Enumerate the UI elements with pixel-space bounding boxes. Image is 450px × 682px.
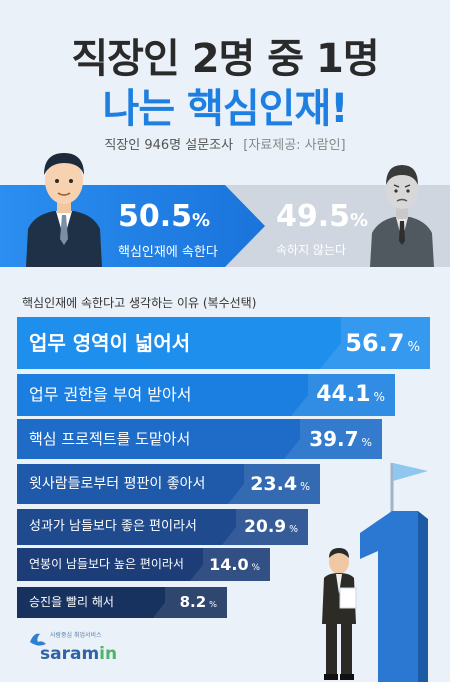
reason-bar-2: 업무 권한을 부여 받아서 44.1%: [17, 374, 395, 416]
reasons-title: 핵심인재에 속한다고 생각하는 이유 (복수선택): [22, 296, 257, 310]
reason-bar-tip: [284, 419, 382, 459]
reason-bar-tip: [222, 509, 308, 545]
reason-value-number: 56.7: [345, 329, 405, 357]
reason-bar-label: 업무 권한을 부여 받아서: [29, 385, 192, 404]
logo-brand: saramin: [40, 644, 117, 664]
source-note: [자료제공: 사람인]: [243, 138, 346, 153]
reason-value-number: 44.1: [316, 382, 371, 407]
reason-bar-1: 업무 영역이 넓어서 56.7%: [17, 317, 430, 369]
reason-bar-value: 8.2%: [180, 587, 217, 620]
reason-value-number: 23.4: [250, 473, 298, 495]
reason-bar-label: 연봉이 남들보다 높은 편이라서: [29, 557, 184, 571]
businessman-icon: [322, 548, 357, 680]
reason-bar-7: 승진을 빨리 해서 8.2%: [17, 587, 227, 618]
reason-bar-label: 업무 영역이 넓어서: [29, 331, 191, 355]
reason-bar-label: 핵심 프로젝트를 도맡아서: [29, 430, 191, 448]
logo-brand-suffix: in: [99, 644, 118, 664]
title-line-1: 직장인 2명 중 1명: [71, 36, 379, 82]
reason-bar-value: 39.7%: [309, 419, 372, 463]
logo-tagline: 사람중심 취업서비스: [50, 632, 102, 639]
reason-value-unit: %: [289, 524, 298, 535]
reason-bar-label: 윗사람들로부터 평판이 좋아서: [29, 476, 206, 492]
reason-bar-tip: [291, 374, 395, 416]
number-one-flag-illustration: [360, 463, 428, 682]
reason-bar-value: 44.1%: [316, 374, 385, 418]
reason-value-unit: %: [300, 481, 310, 493]
reason-bar-value: 20.9%: [244, 509, 298, 548]
reason-bar-4: 윗사람들로부터 평판이 좋아서 23.4%: [17, 464, 320, 504]
logo-brand-main: saram: [40, 644, 100, 664]
reason-value-number: 14.0: [209, 555, 249, 574]
reason-value-unit: %: [251, 563, 260, 573]
no-label: 속하지 않는다: [276, 243, 347, 257]
yes-label: 핵심인재에 속한다: [118, 245, 218, 260]
reason-bar-value: 14.0%: [209, 548, 260, 585]
title-line-2: 나는 핵심인재!: [102, 86, 349, 132]
survey-note: 직장인 946명 설문조사 [자료제공: 사람인]: [0, 134, 450, 153]
no-unit: %: [350, 210, 369, 231]
reason-bar-label: 승진을 빨리 해서: [29, 595, 114, 609]
yes-unit: %: [192, 210, 211, 231]
reason-value-unit: %: [373, 390, 386, 404]
reason-bar-5: 성과가 남들보다 좋은 편이라서 20.9%: [17, 509, 308, 545]
reason-bar-6: 연봉이 남들보다 높은 편이라서 14.0%: [17, 548, 270, 581]
logo-mark-icon: [30, 633, 46, 646]
reason-bar-label: 성과가 남들보다 좋은 편이라서: [29, 519, 197, 534]
reason-bar-value: 56.7%: [345, 317, 420, 374]
reason-value-number: 39.7: [309, 427, 359, 451]
reason-value-unit: %: [209, 599, 217, 609]
no-percent: 49.5%: [276, 199, 368, 234]
yes-value: 50.5: [118, 199, 193, 234]
man-confident-icon: [26, 153, 102, 267]
reason-bar-value: 23.4%: [250, 464, 310, 507]
split-section: 50.5% 핵심인재에 속한다 49.5% 속하지 않는다: [0, 153, 450, 267]
reason-value-number: 20.9: [244, 517, 287, 537]
reason-bar-tip: [153, 587, 227, 618]
yes-percent: 50.5%: [118, 199, 210, 234]
reason-value-unit: %: [361, 436, 372, 449]
no-value: 49.5: [276, 199, 351, 234]
reason-bar-3: 핵심 프로젝트를 도맡아서 39.7%: [17, 419, 382, 459]
reason-value-unit: %: [407, 340, 420, 355]
man-worried-icon: [370, 165, 434, 267]
survey-count: 직장인 946명 설문조사: [104, 138, 234, 153]
reason-bar-tip: [190, 548, 270, 581]
reason-value-number: 8.2: [179, 593, 207, 611]
